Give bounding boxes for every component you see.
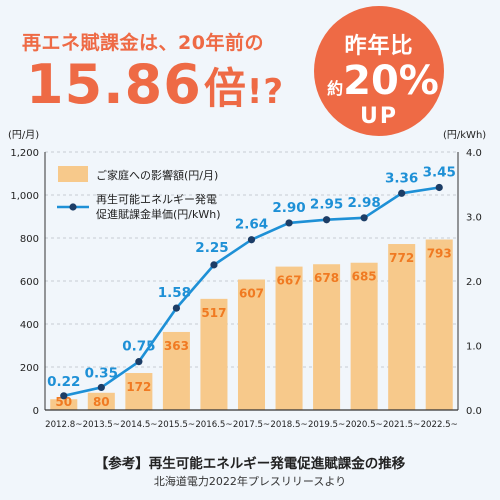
left-tick-label: 200 — [20, 363, 39, 374]
unit-price-point — [210, 261, 218, 269]
legend-line-marker — [69, 203, 77, 211]
increase-badge: 昨年比 約20% UP — [314, 6, 444, 136]
unit-price-point — [60, 392, 68, 400]
badge-line1: 昨年比 — [344, 34, 414, 59]
badge-line3: UP — [360, 104, 398, 129]
bar-value-label: 678 — [314, 271, 339, 285]
bar — [425, 239, 453, 410]
x-tick-label: 2019.5~ — [308, 420, 345, 430]
bar-value-label: 793 — [427, 247, 452, 261]
unit-price-point — [247, 236, 256, 244]
bar-value-label: 685 — [352, 270, 377, 284]
right-tick-label: 1.0 — [466, 342, 482, 353]
unit-price-point — [398, 189, 406, 197]
legend-line-label-1: 再生可能エネルギー発電 — [96, 192, 217, 206]
bar — [87, 392, 115, 410]
left-tick-label: 800 — [20, 234, 39, 245]
unit-price-label: 3.45 — [423, 164, 456, 180]
unit-price-point — [135, 358, 143, 366]
x-tick-label: 2018.5~ — [270, 420, 307, 430]
multiplier-number: 15.86 — [26, 53, 202, 116]
unit-price-label: 2.98 — [347, 195, 380, 211]
bar — [162, 331, 190, 410]
x-tick-label: 2016.5~ — [195, 420, 232, 430]
footer-title: 【参考】再生可能エネルギー発電促進賦課金の推移 — [94, 456, 406, 472]
unit-price-label: 2.90 — [272, 200, 305, 216]
legend-bar-swatch — [58, 166, 88, 182]
headline-multiplier: 15.86倍!? — [26, 50, 284, 127]
unit-price-point — [322, 216, 331, 224]
badge-line2: 約20% — [322, 58, 444, 104]
legend-bar-label: ご家庭への影響額(円/月) — [96, 168, 218, 182]
unit-price-point — [97, 383, 105, 392]
x-tick-label: 2015.5~ — [158, 420, 195, 430]
bar-value-label: 607 — [239, 286, 264, 300]
bar-value-label: 517 — [201, 306, 226, 320]
badge-value: 20% — [343, 58, 439, 104]
left-tick-label: 400 — [20, 320, 39, 331]
bar — [50, 399, 78, 410]
legend-line-label-2: 促進賦課金単価(円/kWh) — [96, 207, 221, 221]
unit-price-label: 0.35 — [85, 365, 118, 381]
unit-price-point — [435, 183, 443, 192]
unit-price-label: 2.25 — [195, 240, 228, 256]
unit-price-label: 2.95 — [310, 197, 343, 213]
bar-value-label: 667 — [277, 274, 302, 288]
headline-text: 再エネ賦課金は、20年前の — [22, 32, 264, 54]
left-tick-label: 600 — [20, 277, 39, 288]
left-tick-label: 1,000 — [10, 191, 39, 202]
right-tick-label: 3.0 — [466, 213, 482, 224]
unit-price-point — [172, 304, 181, 312]
footer-source: 北海道電力2022年プレスリリースより — [153, 475, 347, 488]
bar-value-label: 80 — [93, 395, 110, 409]
bar — [313, 264, 341, 410]
unit-price-label: 0.22 — [47, 374, 80, 390]
badge-prefix: 約 — [327, 79, 344, 98]
left-axis-unit: (円/月) — [8, 129, 39, 141]
unit-price-label: 0.75 — [122, 339, 155, 355]
x-tick-label: 2020.5~ — [345, 420, 382, 430]
right-tick-label: 2.0 — [466, 277, 482, 288]
x-tick-label: 2022.5~ — [421, 420, 458, 430]
bar-value-label: 50 — [55, 395, 72, 409]
bar — [388, 244, 416, 410]
bar-value-label: 363 — [164, 339, 189, 353]
x-tick-label: 2012.8~ — [45, 420, 82, 430]
bar — [237, 279, 266, 410]
x-tick-label: 2013.5~ — [83, 420, 120, 430]
x-tick-label: 2021.5~ — [383, 420, 420, 430]
bar — [350, 262, 378, 410]
x-tick-label: 2017.5~ — [233, 420, 270, 430]
unit-price-label: 2.64 — [235, 217, 268, 233]
unit-price-label: 3.36 — [385, 170, 418, 186]
unit-price-point — [285, 219, 293, 227]
multiplier-exclaim: !? — [246, 72, 285, 112]
right-axis-unit: (円/kWh) — [443, 130, 486, 141]
bar-value-label: 172 — [126, 380, 151, 394]
bar — [125, 373, 153, 410]
bar-value-label: 772 — [389, 251, 414, 265]
right-tick-label: 0.0 — [466, 406, 482, 417]
unit-price-label: 1.58 — [158, 285, 191, 301]
bar — [200, 298, 228, 410]
multiplier-suffix: 倍 — [203, 64, 247, 113]
left-tick-label: 1,200 — [10, 148, 39, 159]
x-tick-label: 2014.5~ — [120, 420, 157, 430]
unit-price-point — [360, 214, 368, 222]
left-tick-label: 0 — [33, 406, 39, 417]
right-tick-label: 4.0 — [466, 148, 482, 159]
bar — [275, 266, 303, 410]
